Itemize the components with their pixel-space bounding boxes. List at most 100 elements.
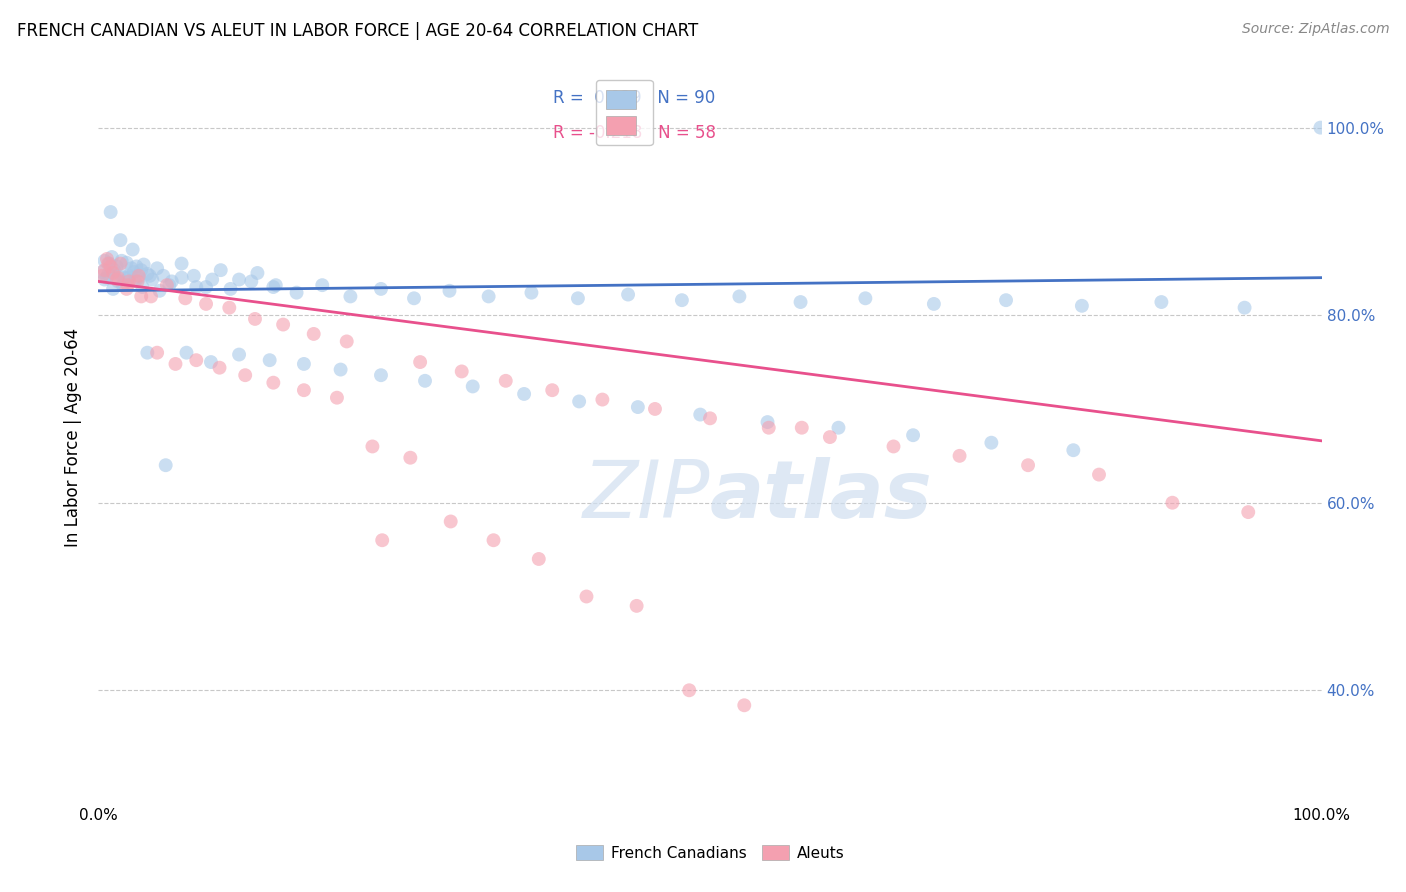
Point xyxy=(120,261,142,276)
Point xyxy=(176,345,198,359)
Point xyxy=(183,268,205,283)
Point xyxy=(371,533,394,548)
Point xyxy=(541,383,564,397)
Point xyxy=(326,391,349,405)
Point xyxy=(1161,496,1184,510)
Point xyxy=(141,272,163,286)
Point xyxy=(520,285,543,300)
Point xyxy=(1070,299,1092,313)
Point xyxy=(513,387,536,401)
Point xyxy=(96,270,118,285)
Point xyxy=(733,698,755,713)
Point xyxy=(883,440,905,454)
Point xyxy=(117,278,139,293)
Point xyxy=(399,450,422,465)
Point xyxy=(152,268,174,283)
Point xyxy=(157,278,180,293)
Point xyxy=(689,408,711,422)
Point xyxy=(699,411,721,425)
Point xyxy=(170,257,193,271)
Point xyxy=(228,272,250,286)
Point xyxy=(495,374,517,388)
Point xyxy=(110,257,132,271)
Point xyxy=(91,265,114,279)
Point xyxy=(901,428,924,442)
Point xyxy=(336,334,359,349)
Point xyxy=(160,274,183,288)
Point xyxy=(292,383,315,397)
Point xyxy=(129,289,152,303)
Point xyxy=(948,449,970,463)
Point xyxy=(96,252,118,266)
Point xyxy=(678,683,700,698)
Point xyxy=(97,257,120,271)
Point xyxy=(1233,301,1256,315)
Point xyxy=(101,282,124,296)
Point xyxy=(93,253,115,268)
Text: R = -0.218   N = 58: R = -0.218 N = 58 xyxy=(554,124,717,142)
Point xyxy=(790,420,813,434)
Point xyxy=(100,205,122,219)
Point xyxy=(1309,120,1331,135)
Point xyxy=(122,265,145,279)
Point xyxy=(980,435,1002,450)
Point xyxy=(118,270,141,285)
Point xyxy=(671,293,693,308)
Point xyxy=(139,289,162,303)
Legend: French Canadians, Aleuts: French Canadians, Aleuts xyxy=(568,837,852,868)
Point xyxy=(121,243,143,257)
Point xyxy=(370,282,392,296)
Point xyxy=(271,318,294,332)
Point xyxy=(626,599,648,613)
Point xyxy=(233,368,256,383)
Point xyxy=(262,280,284,294)
Point xyxy=(409,355,432,369)
Point xyxy=(201,272,224,286)
Point xyxy=(110,233,132,247)
Point xyxy=(402,291,425,305)
Point xyxy=(170,270,193,285)
Point xyxy=(568,394,591,409)
Point xyxy=(567,291,589,305)
Point xyxy=(107,274,129,288)
Point xyxy=(105,272,128,286)
Point xyxy=(311,278,333,293)
Point xyxy=(756,415,779,429)
Point xyxy=(728,289,751,303)
Point xyxy=(527,552,550,566)
Point xyxy=(240,274,263,288)
Text: FRENCH CANADIAN VS ALEUT IN LABOR FORCE | AGE 20-64 CORRELATION CHART: FRENCH CANADIAN VS ALEUT IN LABOR FORCE … xyxy=(17,22,699,40)
Point xyxy=(93,272,115,286)
Point xyxy=(186,353,208,368)
Point xyxy=(146,261,169,276)
Point xyxy=(98,257,121,271)
Point xyxy=(100,260,122,274)
Text: R =  0.029   N = 90: R = 0.029 N = 90 xyxy=(554,88,716,107)
Point xyxy=(285,285,308,300)
Point xyxy=(91,268,114,283)
Point xyxy=(246,266,269,280)
Point xyxy=(200,355,222,369)
Point xyxy=(1088,467,1111,482)
Point xyxy=(644,401,666,416)
Point xyxy=(156,278,179,293)
Text: atlas: atlas xyxy=(710,457,932,534)
Point xyxy=(789,295,811,310)
Text: ZIP: ZIP xyxy=(582,457,710,534)
Point xyxy=(922,297,945,311)
Point xyxy=(292,357,315,371)
Point xyxy=(111,253,134,268)
Point xyxy=(264,278,287,293)
Point xyxy=(107,270,129,285)
Point xyxy=(209,263,232,277)
Point xyxy=(461,379,484,393)
Point xyxy=(339,289,361,303)
Point xyxy=(228,347,250,361)
Point xyxy=(478,289,501,303)
Text: Source: ZipAtlas.com: Source: ZipAtlas.com xyxy=(1241,22,1389,37)
Point xyxy=(413,374,436,388)
Point xyxy=(450,364,472,378)
Point xyxy=(208,360,231,375)
Point xyxy=(115,255,138,269)
Point xyxy=(1237,505,1260,519)
